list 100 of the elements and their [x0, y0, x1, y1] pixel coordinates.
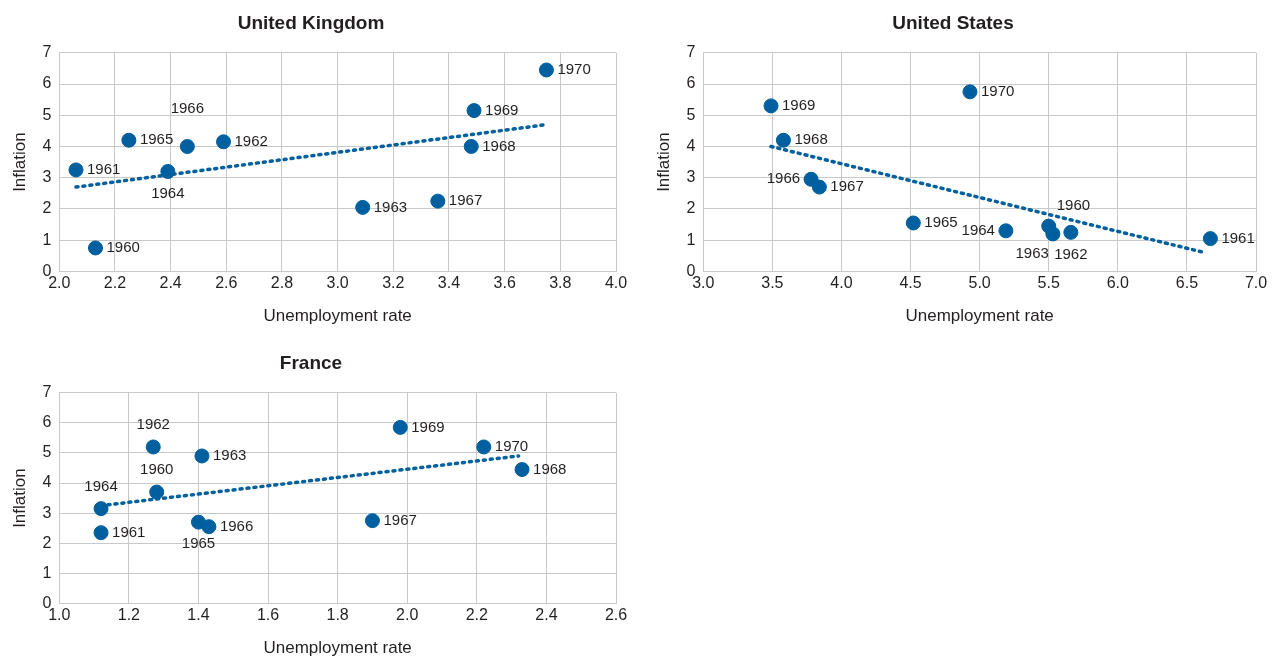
y-tick-label: 2 [42, 199, 52, 217]
annotation: 1961 [1221, 228, 1255, 246]
point [763, 98, 779, 114]
x-tick-label: 6.0 [1106, 274, 1130, 292]
y-tick-label: 4 [42, 136, 52, 154]
chart-title: France [279, 351, 343, 373]
x-tick-label: 1.4 [187, 606, 210, 624]
y-tick-label: 1 [686, 230, 696, 248]
x-tick-label: 2.8 [270, 274, 294, 292]
annotation: 1963 [1015, 244, 1049, 262]
chart-title: United Kingdom [237, 11, 385, 33]
annotation: 1966 [219, 516, 254, 534]
annotation: 1970 [494, 437, 529, 455]
y-tick-label: 7 [42, 383, 52, 401]
x-tick-label: 2.6 [215, 274, 238, 292]
annotation: 1966 [170, 98, 205, 116]
annotation: 1968 [482, 136, 516, 154]
point [775, 132, 791, 148]
x-tick-label: 4.0 [830, 274, 853, 292]
y-tick-label: 5 [686, 105, 696, 123]
y-tick-label: 4 [42, 473, 52, 491]
x-tick-label: 3.5 [761, 274, 784, 292]
x-tick-label: 1.8 [326, 606, 349, 624]
point [201, 519, 217, 535]
x-tick-label: 2.2 [465, 606, 489, 624]
annotation: 1962 [136, 415, 170, 433]
annotation: 1965 [924, 213, 958, 231]
annotation: 1965 [181, 534, 216, 552]
point [355, 199, 371, 215]
y-tick-label: 1 [42, 563, 52, 581]
x-tick-label: 1.2 [117, 606, 141, 624]
point [93, 501, 109, 517]
point [514, 462, 530, 478]
y-tick-label: 4 [686, 136, 696, 154]
x-axis-title: Unemployment rate [905, 306, 1054, 326]
point [998, 223, 1014, 239]
annotation: 1961 [87, 160, 121, 178]
x-tick-label: 5.0 [968, 274, 991, 292]
point [962, 84, 978, 100]
point [149, 484, 165, 500]
point [1045, 226, 1061, 242]
x-tick-label: 4.0 [604, 274, 628, 292]
x-tick-label: 6.5 [1175, 274, 1199, 292]
x-axis-title: Unemployment rate [263, 638, 412, 658]
annotation: 1970 [980, 81, 1015, 99]
annotation: 1964 [961, 220, 995, 238]
point [364, 513, 380, 529]
point [93, 525, 109, 541]
point [216, 134, 232, 150]
x-tick-label: 3.6 [493, 274, 516, 292]
point [392, 419, 408, 435]
y-axis-title: Inflation [9, 132, 29, 192]
point [160, 163, 176, 179]
x-tick-label: 2.0 [396, 606, 419, 624]
x-tick-label: 4.5 [899, 274, 922, 292]
point [430, 193, 446, 209]
point [87, 240, 103, 256]
annotation: 1965 [139, 130, 174, 148]
annotation: 1962 [1054, 244, 1088, 262]
y-tick-label: 7 [42, 43, 52, 61]
annotation: 1964 [151, 183, 185, 201]
x-tick-label: 3.4 [437, 274, 461, 292]
annotation: 1969 [485, 100, 519, 118]
point [905, 215, 921, 231]
annotation: 1969 [411, 417, 445, 435]
point [476, 439, 492, 455]
x-tick-label: 2.2 [103, 274, 127, 292]
y-tick-label: 3 [42, 503, 52, 521]
y-tick-label: 7 [686, 43, 696, 61]
annotation: 1960 [140, 460, 174, 478]
x-tick-label: 2.4 [535, 606, 558, 624]
y-tick-label: 6 [42, 74, 52, 92]
annotation: 1967 [830, 177, 864, 195]
point [466, 103, 482, 119]
point [68, 162, 84, 178]
point [179, 138, 195, 154]
point [538, 62, 554, 78]
y-tick-label: 6 [686, 74, 696, 92]
point [463, 138, 479, 154]
annotation: 1963 [373, 197, 408, 215]
x-tick-label: 1.6 [256, 606, 280, 624]
annotation: 1962 [234, 131, 268, 149]
x-axis-title: Unemployment rate [263, 306, 412, 326]
y-axis-title: Inflation [9, 468, 29, 528]
annotation: 1968 [794, 130, 828, 148]
x-tick-label: 7.0 [1244, 274, 1268, 292]
annotation: 1970 [557, 60, 591, 78]
point [1202, 231, 1218, 247]
annotation: 1963 [212, 446, 247, 464]
y-tick-label: 3 [42, 168, 52, 186]
x-tick-label: 2.4 [159, 274, 182, 292]
point [145, 439, 161, 455]
annotation: 1960 [1056, 196, 1091, 214]
x-tick-label: 3.0 [326, 274, 349, 292]
y-tick-label: 1 [42, 230, 52, 248]
x-tick-label: 3.8 [549, 274, 572, 292]
point [811, 179, 827, 195]
annotation: 1964 [84, 476, 118, 494]
point [121, 132, 137, 148]
y-tick-label: 3 [686, 168, 696, 186]
